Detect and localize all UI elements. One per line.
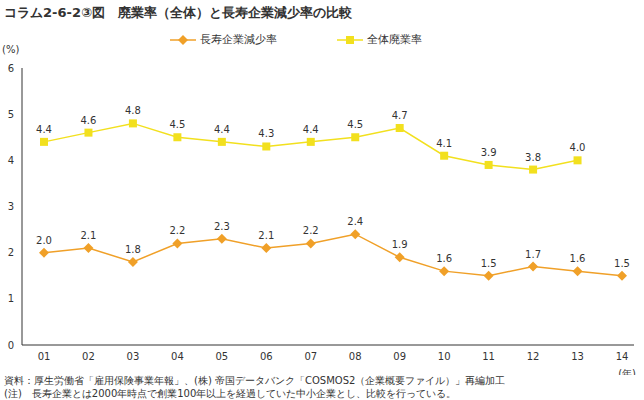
svg-text:2.2: 2.2	[303, 225, 319, 236]
svg-text:2.4: 2.4	[347, 216, 363, 227]
svg-text:07: 07	[304, 351, 317, 362]
svg-text:3.9: 3.9	[481, 147, 497, 158]
svg-text:03: 03	[127, 351, 140, 362]
svg-text:4.1: 4.1	[436, 138, 452, 149]
svg-text:4.4: 4.4	[303, 124, 319, 135]
svg-text:3.8: 3.8	[525, 152, 541, 163]
svg-text:1.6: 1.6	[436, 253, 452, 264]
html-text:(注) 長寿企業とは2000年時点で創業100年以上を経過し: (注) 長寿企業とは2000年時点で創業100年以上を経過していた中小企業とし、…	[4, 388, 457, 399]
svg-text:1.5: 1.5	[614, 258, 630, 269]
svg-text:11: 11	[482, 351, 495, 362]
svg-text:4.6: 4.6	[81, 115, 97, 126]
svg-text:05: 05	[215, 351, 228, 362]
svg-text:1.6: 1.6	[570, 253, 586, 264]
svg-text:1.7: 1.7	[525, 249, 541, 260]
svg-text:14: 14	[616, 351, 629, 362]
svg-text:04: 04	[171, 351, 184, 362]
svg-text:01: 01	[38, 351, 51, 362]
svg-text:2.1: 2.1	[258, 230, 274, 241]
html-text:コラム2-6-2③図 廃業率（全体）と長寿企業減少率の比較: コラム2-6-2③図 廃業率（全体）と長寿企業減少率の比較	[4, 5, 352, 20]
svg-text:1.5: 1.5	[481, 258, 497, 269]
svg-text:1: 1	[8, 293, 14, 304]
svg-text:3: 3	[8, 201, 14, 212]
svg-text:1.9: 1.9	[392, 239, 408, 250]
svg-text:4: 4	[8, 155, 14, 166]
svg-text:4.8: 4.8	[125, 105, 141, 116]
svg-text:5: 5	[8, 109, 14, 120]
svg-text:2.1: 2.1	[81, 230, 97, 241]
svg-text:4.4: 4.4	[36, 124, 52, 135]
svg-text:4.3: 4.3	[258, 128, 274, 139]
svg-text:2.0: 2.0	[36, 235, 52, 246]
html-text:資料：厚生労働省「雇用保険事業年報」、(株) 帝国データバン: 資料：厚生労働省「雇用保険事業年報」、(株) 帝国データバンク「COSMOS2（…	[4, 375, 506, 386]
svg-text:2.2: 2.2	[169, 225, 185, 236]
svg-text:1.8: 1.8	[125, 244, 141, 255]
svg-text:10: 10	[438, 351, 451, 362]
html-text:長寿企業減少率: 長寿企業減少率	[200, 33, 277, 46]
svg-text:09: 09	[393, 351, 406, 362]
svg-text:0: 0	[8, 340, 14, 351]
svg-text:4.0: 4.0	[570, 142, 586, 153]
svg-text:02: 02	[82, 351, 95, 362]
svg-text:13: 13	[571, 351, 584, 362]
svg-text:4.5: 4.5	[347, 119, 363, 130]
svg-text:(年): (年)	[618, 368, 636, 375]
svg-text:08: 08	[349, 351, 362, 362]
svg-text:06: 06	[260, 351, 273, 362]
svg-text:4.7: 4.7	[392, 110, 408, 121]
svg-text:12: 12	[527, 351, 540, 362]
svg-text:6: 6	[8, 63, 14, 74]
svg-text:2.3: 2.3	[214, 221, 230, 232]
html-text:全体廃業率: 全体廃業率	[367, 33, 422, 46]
svg-text:4.5: 4.5	[169, 119, 185, 130]
svg-text:4.4: 4.4	[214, 124, 230, 135]
svg-text:2: 2	[8, 247, 14, 258]
